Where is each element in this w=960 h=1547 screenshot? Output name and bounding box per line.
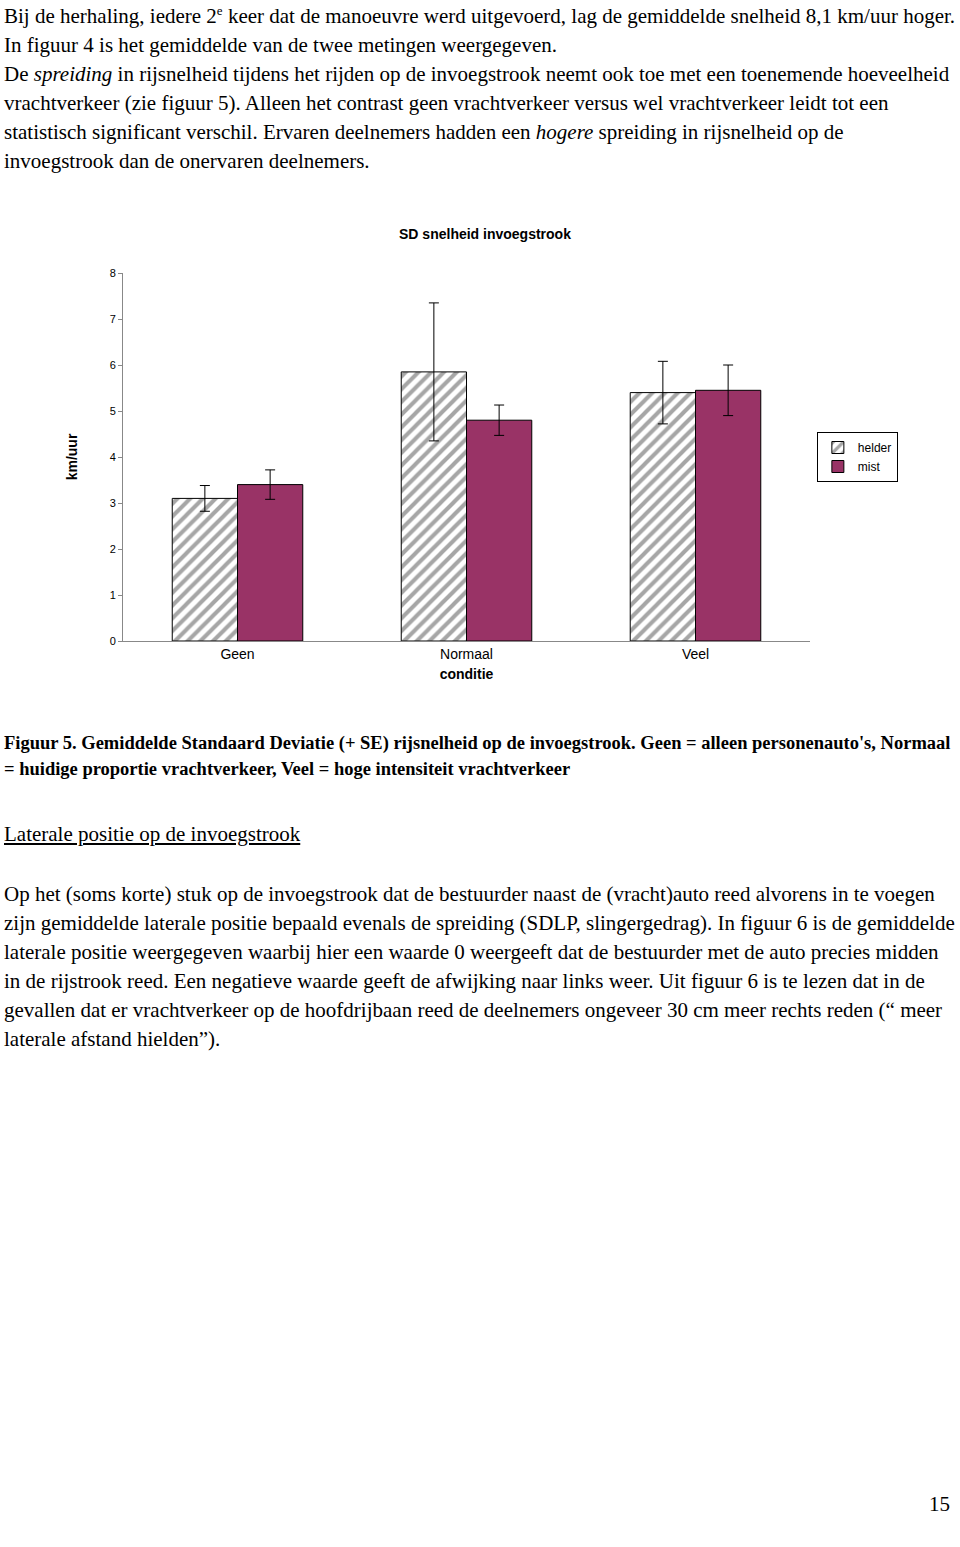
svg-text:3: 3 (110, 497, 116, 509)
html-text:Op het (soms korte) stuk op de: Op het (soms korte) stuk op de invoegstr… (4, 882, 955, 1051)
svg-text:Normaal: Normaal (440, 646, 493, 662)
html-text:Figuur 5. Gemiddelde Standaard: Figuur 5. Gemiddelde Standaard Deviatie … (4, 733, 951, 779)
html-text:De spreiding in rijsnelheid ti: De spreiding in rijsnelheid tijdens het … (4, 62, 950, 173)
svg-text:Veel: Veel (682, 646, 709, 662)
svg-text:conditie: conditie (440, 666, 494, 682)
svg-text:mist: mist (858, 460, 881, 474)
svg-text:8: 8 (110, 267, 116, 279)
svg-text:0: 0 (110, 635, 116, 647)
html-text:Laterale positie op de invoegs: Laterale positie op de invoegstrook (4, 822, 301, 846)
svg-text:1: 1 (110, 589, 116, 601)
svg-text:km/uur: km/uur (64, 433, 80, 480)
svg-text:7: 7 (110, 313, 116, 325)
html-text:15: 15 (929, 1492, 950, 1516)
svg-text:4: 4 (110, 451, 116, 463)
svg-text:2: 2 (110, 543, 116, 555)
html-text:Bij de herhaling, iedere 2ekee: Bij de herhaling, iedere 2ekeer dat de m… (4, 3, 956, 57)
svg-text:SD snelheid invoegstrook: SD snelheid invoegstrook (399, 226, 571, 242)
svg-text:helder: helder (858, 441, 891, 455)
svg-text:6: 6 (110, 359, 116, 371)
svg-text:Geen: Geen (220, 646, 254, 662)
svg-text:5: 5 (110, 405, 116, 417)
